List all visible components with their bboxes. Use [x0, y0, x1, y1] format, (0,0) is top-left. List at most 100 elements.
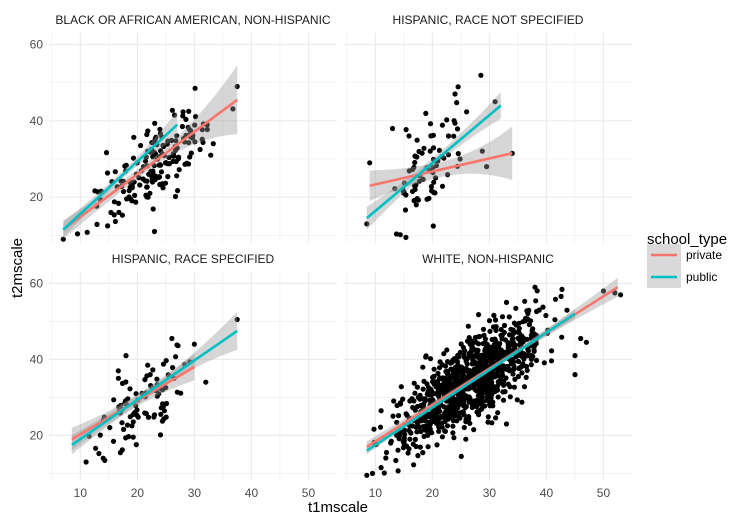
- data-point: [533, 298, 539, 304]
- data-point: [457, 395, 463, 401]
- data-point: [514, 397, 520, 403]
- data-point: [513, 305, 519, 311]
- data-point: [521, 384, 528, 390]
- data-point: [457, 156, 463, 162]
- data-point: [485, 419, 491, 425]
- data-point: [162, 180, 169, 186]
- data-point: [157, 131, 163, 137]
- data-point: [428, 133, 434, 139]
- data-point: [83, 459, 89, 465]
- data-point: [481, 355, 487, 361]
- data-point: [169, 107, 175, 113]
- data-point: [522, 298, 528, 304]
- data-point: [437, 408, 443, 414]
- data-point: [452, 91, 458, 97]
- data-point: [552, 296, 559, 302]
- data-point: [435, 387, 442, 393]
- data-point: [145, 414, 152, 420]
- facet-title: BLACK OR AFRICAN AMERICAN, NON-HISPANIC: [55, 13, 330, 27]
- data-point: [158, 169, 165, 175]
- data-point: [512, 376, 518, 382]
- data-point: [210, 141, 216, 147]
- data-point: [479, 148, 485, 154]
- data-point: [487, 328, 493, 334]
- data-point: [423, 110, 429, 116]
- data-point: [427, 148, 433, 154]
- data-point: [367, 160, 373, 166]
- data-point: [163, 358, 169, 364]
- data-point: [439, 122, 445, 128]
- fit-line-private: [369, 152, 513, 187]
- data-point: [427, 121, 434, 127]
- data-point: [528, 362, 534, 368]
- data-point: [476, 412, 482, 418]
- data-point: [130, 419, 136, 425]
- data-point: [423, 354, 429, 360]
- data-point: [112, 218, 118, 225]
- data-point: [92, 188, 98, 194]
- y-tick-label: 20: [30, 428, 44, 442]
- data-point: [510, 327, 516, 333]
- data-point: [160, 401, 166, 407]
- legend-label-public: public: [686, 270, 717, 284]
- data-point: [159, 387, 166, 393]
- data-point: [475, 341, 482, 347]
- data-point: [390, 413, 396, 419]
- data-point: [484, 374, 490, 380]
- data-point: [558, 293, 564, 299]
- data-point: [157, 181, 163, 188]
- data-point: [450, 395, 456, 401]
- data-point: [188, 128, 194, 134]
- data-point: [612, 290, 618, 296]
- data-point: [412, 436, 418, 442]
- data-point: [425, 444, 431, 450]
- data-point: [479, 382, 485, 388]
- data-point: [520, 362, 526, 368]
- data-point: [485, 382, 491, 389]
- data-point: [505, 363, 511, 370]
- data-point: [414, 403, 421, 410]
- data-point: [420, 386, 426, 392]
- data-point: [502, 389, 508, 395]
- facet-panel: HISPANIC, RACE SPECIFIED 10 20 30 40 50 20 40 60: [30, 252, 337, 500]
- data-point: [440, 375, 446, 381]
- data-point: [479, 406, 485, 412]
- data-point: [173, 354, 179, 360]
- data-point: [156, 391, 162, 397]
- data-point: [444, 347, 450, 353]
- data-point: [230, 106, 236, 112]
- data-point: [426, 419, 432, 425]
- data-point: [179, 123, 185, 130]
- data-point: [421, 433, 427, 439]
- x-tick-label: 50: [597, 486, 611, 500]
- data-point: [430, 164, 436, 170]
- data-point: [421, 396, 427, 402]
- data-point: [484, 164, 490, 170]
- data-point: [489, 336, 495, 343]
- data-point: [378, 408, 384, 414]
- x-tick-label: 10: [369, 486, 383, 500]
- data-point: [430, 189, 437, 195]
- data-point: [430, 223, 436, 229]
- data-point: [476, 312, 482, 318]
- data-point: [453, 376, 459, 382]
- data-point: [431, 366, 437, 372]
- data-point: [420, 450, 426, 456]
- data-point: [450, 423, 456, 429]
- data-point: [93, 445, 99, 451]
- data-point: [497, 341, 503, 347]
- data-point: [402, 427, 408, 433]
- data-point: [176, 154, 182, 160]
- data-point: [436, 424, 442, 430]
- data-point: [116, 200, 122, 206]
- facet-panel: HISPANIC, RACE NOT SPECIFIED: [344, 13, 632, 243]
- data-point: [417, 444, 423, 450]
- data-point: [418, 428, 424, 435]
- data-point: [115, 368, 121, 374]
- data-point: [142, 158, 149, 164]
- data-point: [414, 429, 420, 435]
- data-point: [414, 137, 420, 143]
- x-axis-title: t1mscale: [308, 499, 368, 516]
- data-point: [381, 470, 387, 476]
- data-point: [175, 188, 181, 194]
